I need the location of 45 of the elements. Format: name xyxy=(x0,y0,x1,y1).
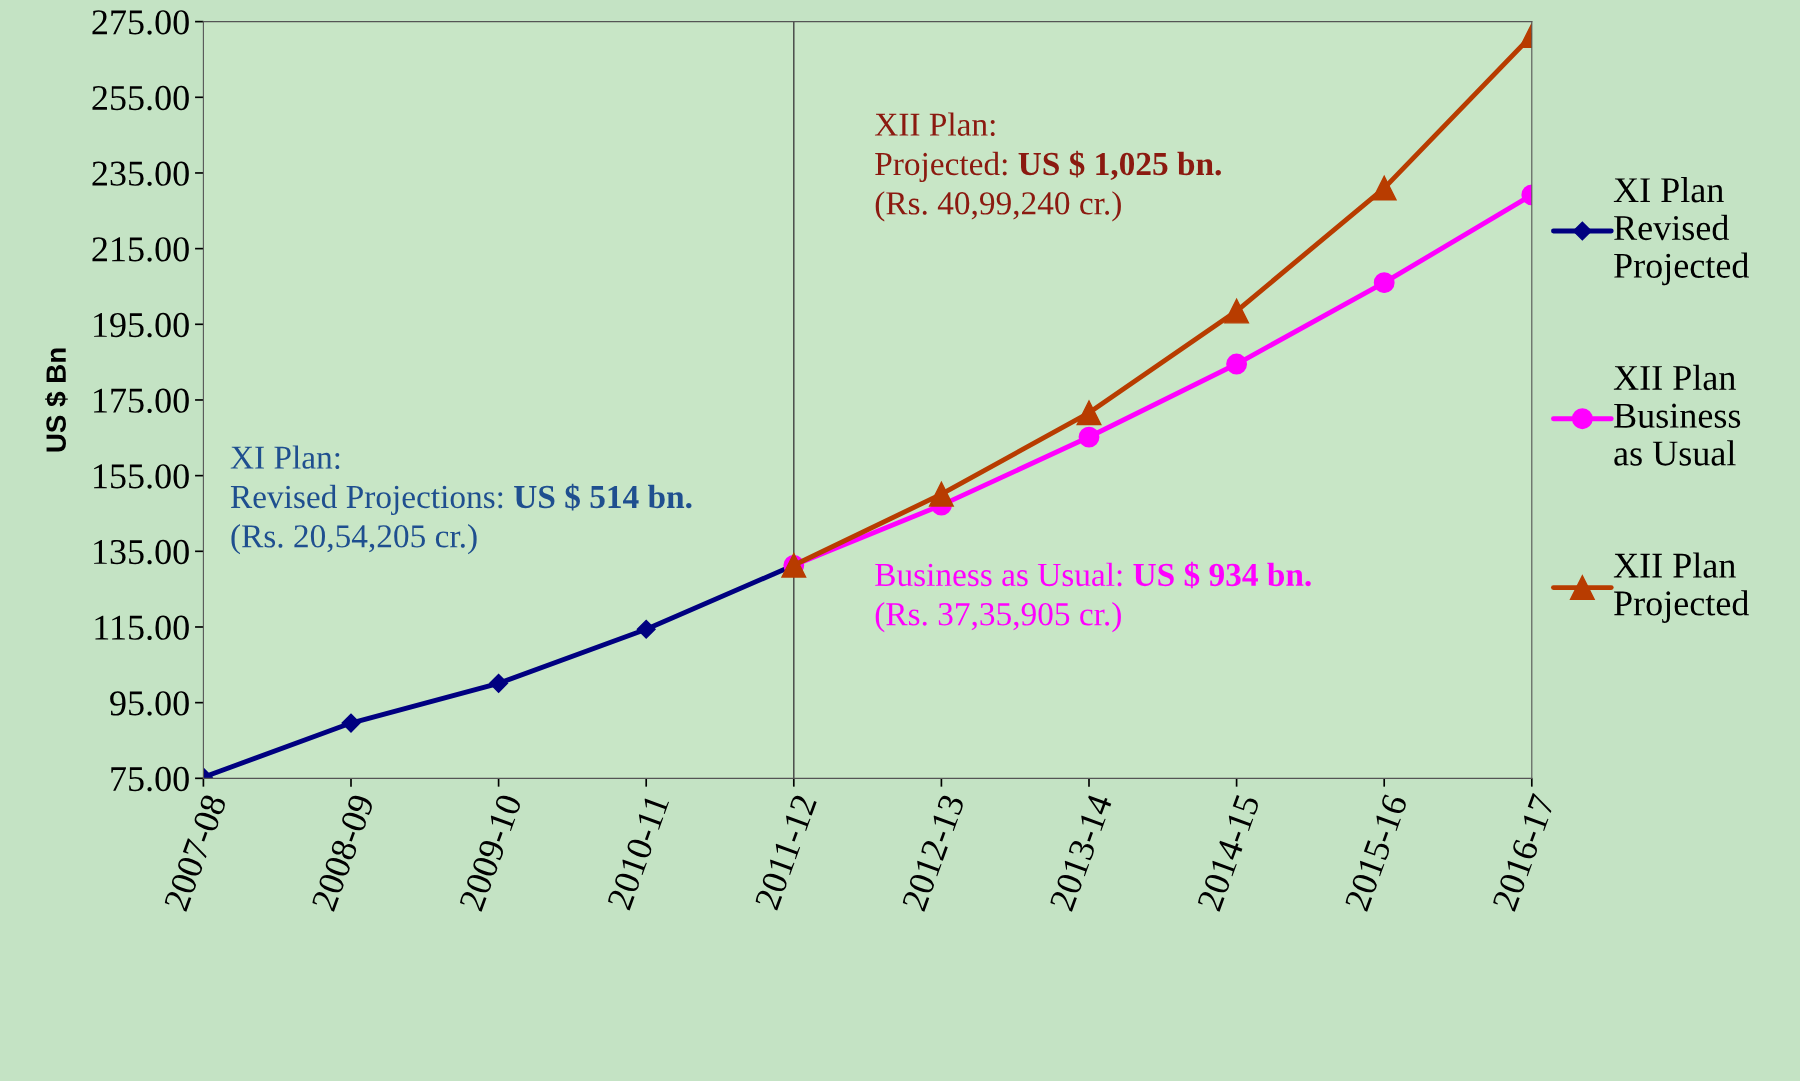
legend-label: XII Plan Business as Usual xyxy=(1613,364,1741,466)
y-axis-title: US $ Bn xyxy=(45,348,68,452)
x-tick-label: 2014-15 xyxy=(1196,793,1260,912)
annotation: (Rs. 20,54,205 cr.) xyxy=(231,524,477,555)
point xyxy=(1373,272,1395,294)
point xyxy=(1078,426,1100,448)
x-tick-label: 2009-10 xyxy=(458,793,523,912)
x-tick-label: 2016-17 xyxy=(1492,792,1556,912)
annotation: US $ 514 bn. xyxy=(514,483,692,511)
y-tick-label: 135.00 xyxy=(94,539,189,565)
x-tick-label: 2013-14 xyxy=(1049,792,1113,912)
annotation: US $ 934 bn. xyxy=(1133,561,1311,589)
annotation: (Rs. 40,99,240 cr.) xyxy=(875,191,1121,222)
annotation: XI Plan: xyxy=(230,445,340,470)
legend-label: XI Plan Revised Projected xyxy=(1613,177,1749,286)
annotation: Business as Usual: xyxy=(875,562,1122,587)
point xyxy=(489,673,509,693)
point xyxy=(1371,175,1397,201)
y-tick-label: 75.00 xyxy=(111,766,189,792)
annotation: (Rs. 37,35,905 cr.) xyxy=(875,602,1121,633)
y-tick-label: 235.00 xyxy=(92,161,189,186)
point xyxy=(928,481,954,507)
x-tick-label: 2010-11 xyxy=(607,793,670,911)
legend-label: XII Plan Projected xyxy=(1613,552,1749,623)
y-tick-label: 95.00 xyxy=(110,691,189,716)
point xyxy=(636,619,656,639)
y-tick-label: 275.00 xyxy=(92,10,189,35)
y-tick-label: 175.00 xyxy=(94,388,189,414)
annotation: US $ 1,025 bn. xyxy=(1018,150,1221,181)
annotation: Projected: xyxy=(875,151,1007,183)
annotation: Revised Projections: xyxy=(230,484,503,515)
point xyxy=(1076,400,1102,426)
x-tick-label: 2008-09 xyxy=(311,793,375,912)
x-tick-label: 2015-16 xyxy=(1344,792,1408,912)
y-tick-label: 195.00 xyxy=(94,312,189,338)
x-tick-label: 2012-13 xyxy=(901,793,965,912)
annotation: XII Plan: xyxy=(874,112,995,137)
y-tick-label: 255.00 xyxy=(92,85,189,111)
point xyxy=(341,713,361,733)
point xyxy=(1224,298,1250,324)
y-tick-label: 115.00 xyxy=(95,615,189,641)
point xyxy=(1226,353,1248,375)
x-tick-label: 2007-08 xyxy=(163,793,227,912)
y-tick-label: 215.00 xyxy=(92,237,189,262)
y-tick-label: 155.00 xyxy=(94,464,189,489)
